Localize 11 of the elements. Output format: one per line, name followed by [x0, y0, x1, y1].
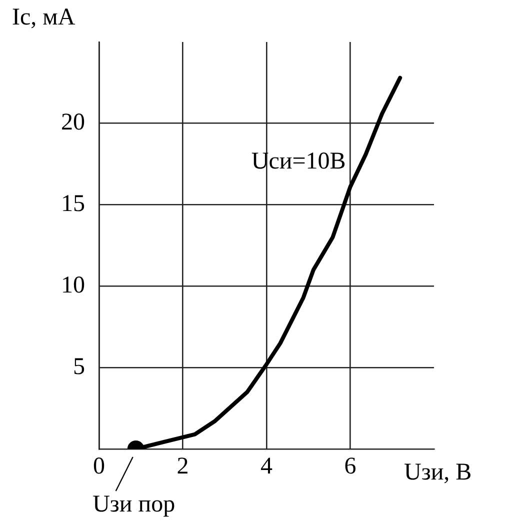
y-tick-label: 10 — [61, 272, 85, 298]
x-tick-label: 2 — [176, 454, 189, 480]
y-axis-title: Ic, мА — [12, 4, 76, 30]
y-tick-label: 5 — [73, 354, 85, 380]
x-tick-label: 0 — [93, 454, 105, 480]
x-tick-label: 6 — [344, 454, 356, 480]
annotation: Uзи пор — [92, 491, 176, 518]
y-tick-label: 20 — [61, 110, 85, 136]
x-axis-title: Uзи, В — [404, 459, 472, 486]
y-tick-label: 15 — [61, 191, 85, 218]
x-tick-label: 4 — [260, 454, 272, 480]
